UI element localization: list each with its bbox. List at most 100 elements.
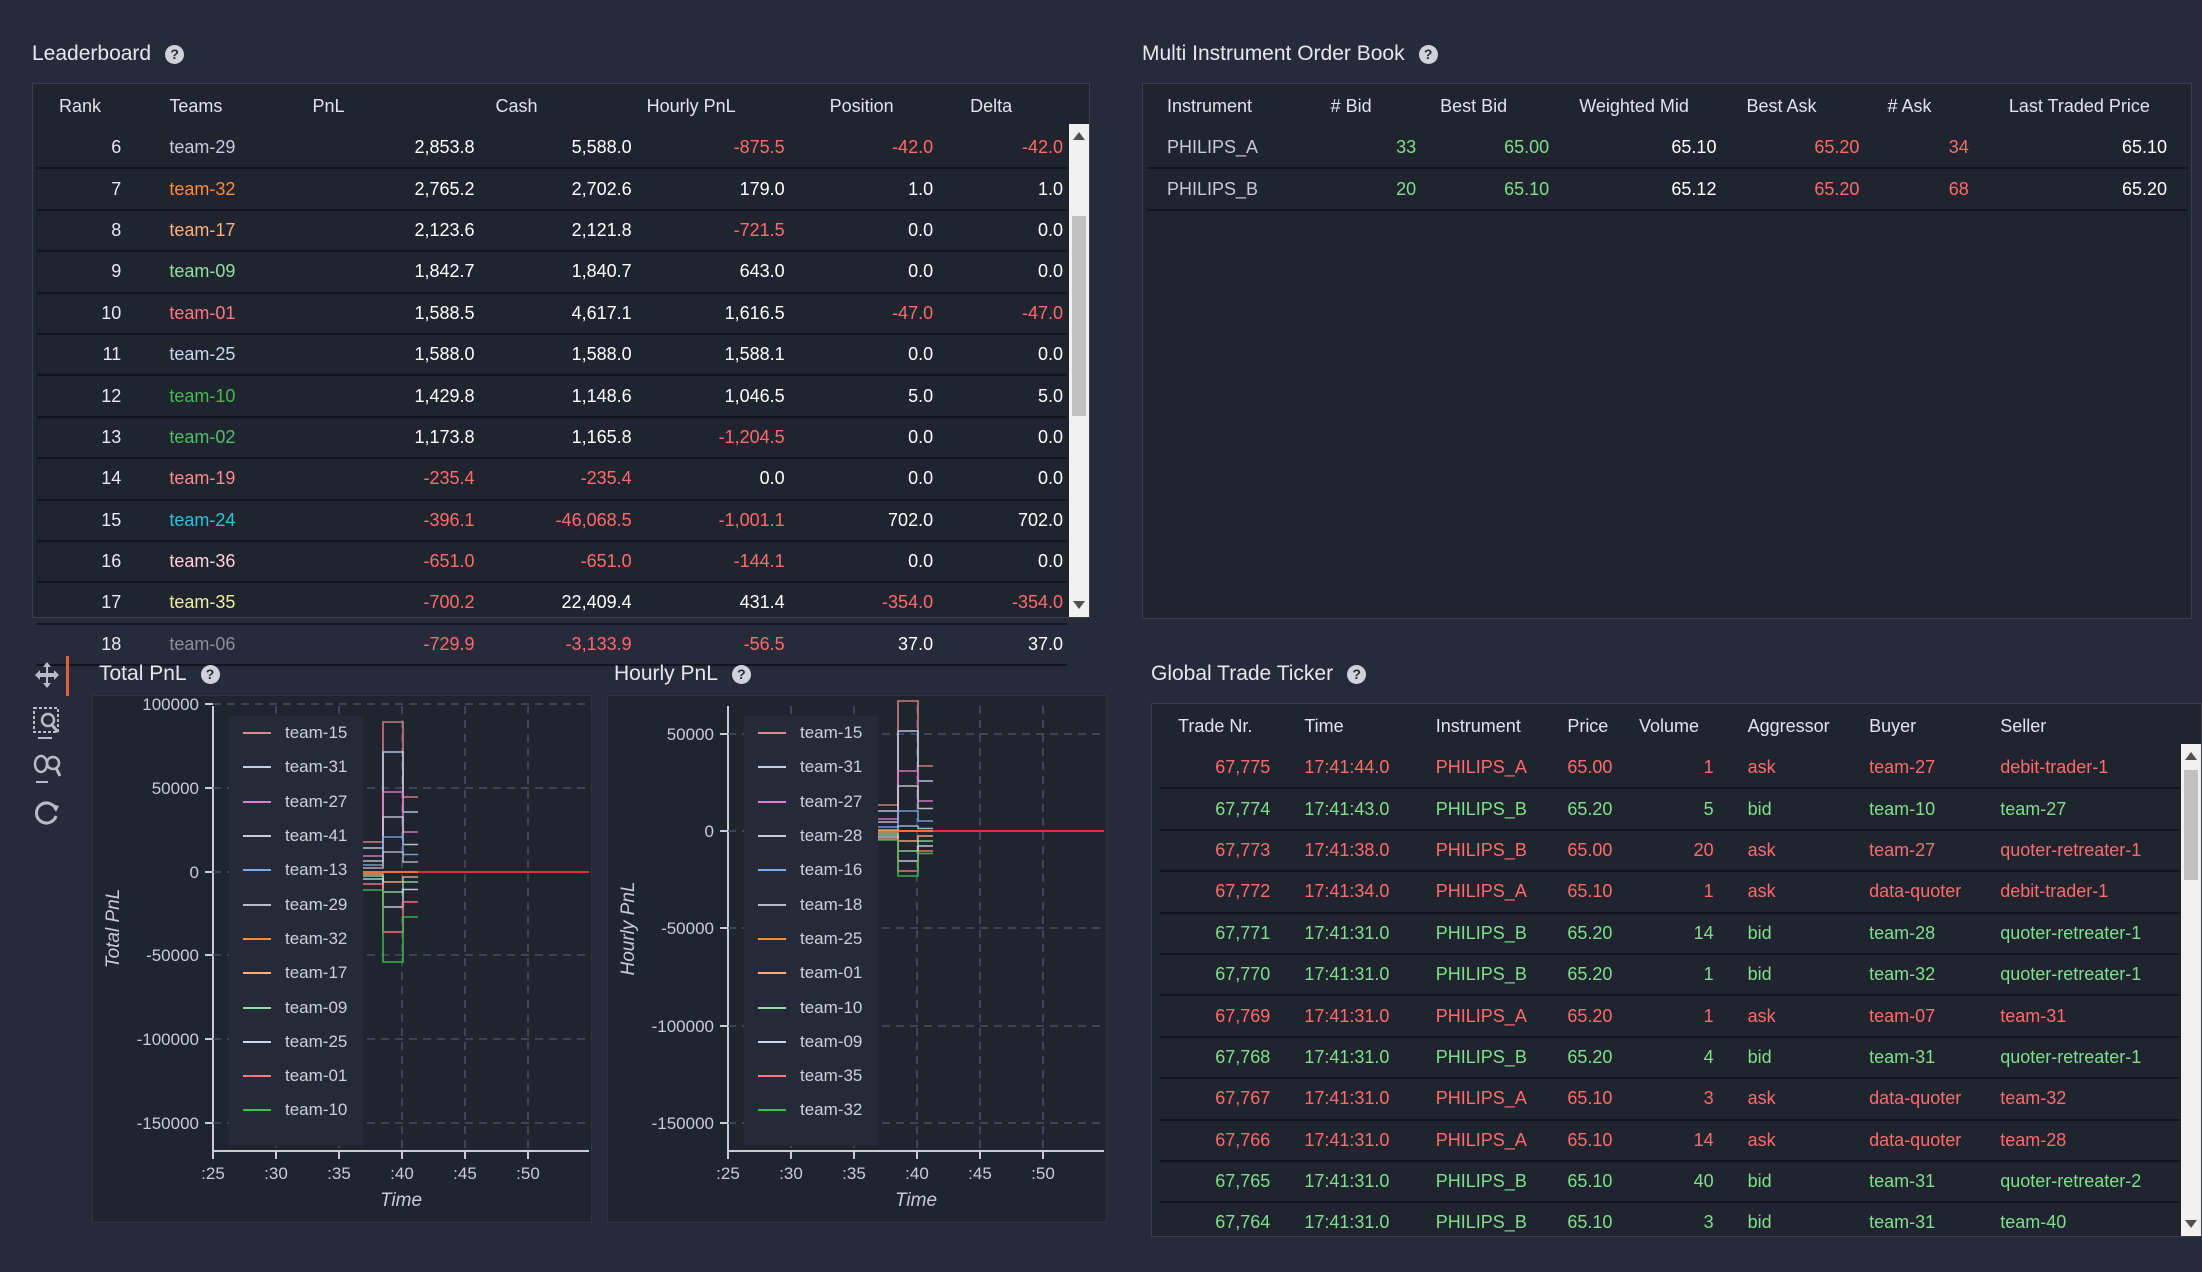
col-trade-instrument[interactable]: Instrument <box>1435 715 1521 736</box>
trade-ticker-scroll-thumb[interactable] <box>2184 770 2198 880</box>
col-time[interactable]: Time <box>1304 715 1344 736</box>
leaderboard-row[interactable]: 11 team-25 1,588.0 1,588.0 1,588.1 0.0 0.0 <box>37 333 1067 377</box>
col-pnl[interactable]: PnL <box>312 95 345 116</box>
col-buyer[interactable]: Buyer <box>1869 715 1917 736</box>
legend-item[interactable]: team-27 <box>744 785 878 819</box>
leaderboard-row[interactable]: 13 team-02 1,173.8 1,165.8 -1,204.5 0.0 0.0 <box>37 416 1067 460</box>
leaderboard-row[interactable]: 10 team-01 1,588.5 4,617.1 1,616.5 -47.0 -47.0 <box>37 292 1067 335</box>
legend-item[interactable]: team-35 <box>744 1059 878 1093</box>
col-position[interactable]: Position <box>829 95 894 116</box>
trade-row[interactable]: 67,773 17:41:38.0 PHILIPS_B 65.00 20 ask team-… <box>1160 829 2180 873</box>
trade-row[interactable]: 67,774 17:41:43.0 PHILIPS_B 65.20 5 bid team-1… <box>1160 788 2180 831</box>
col-seller[interactable]: Seller <box>2000 715 2047 736</box>
trade-row[interactable]: 67,771 17:41:31.0 PHILIPS_B 65.20 14 bid team-… <box>1160 912 2180 955</box>
legend-item[interactable]: team-10 <box>229 1093 363 1127</box>
move-icon[interactable] <box>32 660 62 690</box>
hourly-pnl-help-icon[interactable]: ? <box>731 664 751 684</box>
delta-cell: -42.0 <box>969 128 1067 170</box>
leaderboard-row[interactable]: 12 team-10 1,429.8 1,148.6 1,046.5 5.0 5.0 <box>37 375 1067 418</box>
col-hourly-pnl[interactable]: Hourly PnL <box>646 95 736 116</box>
position-cell: 37.0 <box>828 623 970 667</box>
legend-item[interactable]: team-28 <box>744 819 878 853</box>
leaderboard-row[interactable]: 9 team-09 1,842.7 1,840.7 643.0 0.0 0.0 <box>37 251 1067 294</box>
total-pnl-legend[interactable]: team-15 team-31 team-27 team-41 team-13 team-… <box>229 716 363 1146</box>
legend-item[interactable]: team-16 <box>744 853 878 887</box>
col-instrument[interactable]: Instrument <box>1167 95 1253 116</box>
col-trade-nr[interactable]: Trade Nr. <box>1178 715 1253 736</box>
legend-item[interactable]: team-41 <box>229 819 363 853</box>
leaderboard-scrollbar[interactable] <box>1069 124 1089 617</box>
legend-item[interactable]: team-01 <box>744 956 878 990</box>
legend-item[interactable]: team-09 <box>744 1025 878 1059</box>
trade-row[interactable]: 67,765 17:41:31.0 PHILIPS_B 65.10 40 bid team-… <box>1160 1160 2180 1204</box>
leaderboard-row[interactable]: 7 team-32 2,765.2 2,702.6 179.0 1.0 1.0 <box>37 168 1067 211</box>
trade-row[interactable]: 67,764 17:41:31.0 PHILIPS_B 65.10 3 bid team-3… <box>1160 1202 2180 1236</box>
trade-ticker-help-icon[interactable]: ? <box>1347 664 1367 684</box>
trade-row[interactable]: 67,766 17:41:31.0 PHILIPS_A 65.10 14 ask data-… <box>1160 1119 2180 1162</box>
reset-icon[interactable] <box>32 798 62 828</box>
trade-row[interactable]: 67,767 17:41:31.0 PHILIPS_A 65.10 3 ask data-q… <box>1160 1078 2180 1121</box>
trade-row[interactable]: 67,772 17:41:34.0 PHILIPS_A 65.10 1 ask data-q… <box>1160 871 2180 914</box>
legend-item[interactable]: team-18 <box>744 887 878 921</box>
col-cash[interactable]: Cash <box>495 95 538 116</box>
order-book-row[interactable]: PHILIPS_B 20 65.10 65.12 65.20 68 65.20 <box>1147 168 2187 211</box>
col-rank[interactable]: Rank <box>59 95 102 116</box>
instrument-cell: PHILIPS_A <box>1147 128 1317 170</box>
box-zoom-icon[interactable] <box>32 706 62 740</box>
col-weighted-mid[interactable]: Weighted Mid <box>1579 95 1689 116</box>
total-pnl-chart[interactable]: 100000 50000 0 -50000 -100000 -150000:25:30:3… <box>92 695 592 1223</box>
col-best-ask[interactable]: Best Ask <box>1746 95 1817 116</box>
leaderboard-row[interactable]: 14 team-19 -235.4 -235.4 0.0 0.0 0.0 <box>37 458 1067 501</box>
trade-row[interactable]: 67,770 17:41:31.0 PHILIPS_B 65.20 1 bid team-3… <box>1160 953 2180 997</box>
legend-item[interactable]: team-15 <box>229 716 363 750</box>
col-best-bid[interactable]: Best Bid <box>1440 95 1508 116</box>
leaderboard-row[interactable]: 6 team-29 2,853.8 5,588.0 -875.5 -42.0 -42.0 <box>37 128 1067 170</box>
trade-price-cell: 65.20 <box>1566 953 1638 997</box>
col-volume[interactable]: Volume <box>1639 715 1700 736</box>
legend-item[interactable]: team-32 <box>229 922 363 956</box>
legend-item[interactable]: team-09 <box>229 990 363 1024</box>
leaderboard-row[interactable]: 18 team-06 -729.9 -3,133.9 -56.5 37.0 37.0 <box>37 623 1067 667</box>
legend-item[interactable]: team-32 <box>744 1093 878 1127</box>
wheel-zoom-icon[interactable] <box>32 752 62 786</box>
col-last-price[interactable]: Last Traded Price <box>2008 95 2150 116</box>
legend-item[interactable]: team-29 <box>229 887 363 921</box>
ticker-scroll-down-icon[interactable] <box>2185 1220 2197 1228</box>
trade-row[interactable]: 67,775 17:41:44.0 PHILIPS_A 65.00 1 ask team-2… <box>1160 748 2180 790</box>
col-teams[interactable]: Teams <box>169 95 223 116</box>
col-price[interactable]: Price <box>1567 715 1609 736</box>
legend-item[interactable]: team-13 <box>229 853 363 887</box>
trade-ticker-scrollbar[interactable] <box>2181 744 2201 1236</box>
leaderboard-row[interactable]: 8 team-17 2,123.6 2,121.8 -721.5 0.0 0.0 <box>37 209 1067 253</box>
hourly-pnl-chart[interactable]: 50000 0 -50000 -100000 -150000:25:30:35:40:4… <box>607 695 1107 1223</box>
leaderboard-row[interactable]: 15 team-24 -396.1 -46,068.5 -1,001.1 702.0 702… <box>37 499 1067 542</box>
leaderboard-row[interactable]: 16 team-36 -651.0 -651.0 -144.1 0.0 0.0 <box>37 540 1067 584</box>
scroll-up-icon[interactable] <box>1073 132 1085 140</box>
col-ask-count[interactable]: # Ask <box>1887 95 1932 116</box>
legend-item[interactable]: team-10 <box>744 990 878 1024</box>
total-pnl-help-icon[interactable]: ? <box>200 664 220 684</box>
legend-item[interactable]: team-25 <box>744 922 878 956</box>
legend-item[interactable]: team-15 <box>744 716 878 750</box>
trade-row[interactable]: 67,768 17:41:31.0 PHILIPS_B 65.20 4 bid team-3… <box>1160 1036 2180 1080</box>
legend-item[interactable]: team-31 <box>229 750 363 784</box>
trade-ticker-panel: Trade Nr. Time Instrument Price Volume A… <box>1151 703 2202 1237</box>
col-bid-count[interactable]: # Bid <box>1330 95 1372 116</box>
col-aggressor[interactable]: Aggressor <box>1747 715 1830 736</box>
leaderboard-scroll-thumb[interactable] <box>1072 216 1086 416</box>
trade-row[interactable]: 67,769 17:41:31.0 PHILIPS_A 65.20 1 ask team-0… <box>1160 995 2180 1038</box>
leaderboard-help-icon[interactable]: ? <box>165 44 185 64</box>
scroll-down-icon[interactable] <box>1073 601 1085 609</box>
col-delta[interactable]: Delta <box>970 95 1013 116</box>
legend-item[interactable]: team-17 <box>229 956 363 990</box>
hourly-pnl-legend[interactable]: team-15 team-31 team-27 team-28 team-16 team-… <box>744 716 878 1146</box>
leaderboard-row[interactable]: 17 team-35 -700.2 22,409.4 431.4 -354.0 -354.0 <box>37 582 1067 625</box>
delta-cell: 1.0 <box>969 168 1067 211</box>
order-book-help-icon[interactable]: ? <box>1418 44 1438 64</box>
legend-item[interactable]: team-27 <box>229 785 363 819</box>
legend-item[interactable]: team-01 <box>229 1059 363 1093</box>
ticker-scroll-up-icon[interactable] <box>2185 752 2197 760</box>
legend-item[interactable]: team-31 <box>744 750 878 784</box>
legend-item[interactable]: team-25 <box>229 1025 363 1059</box>
order-book-row[interactable]: PHILIPS_A 33 65.00 65.10 65.20 34 65.10 <box>1147 128 2187 170</box>
